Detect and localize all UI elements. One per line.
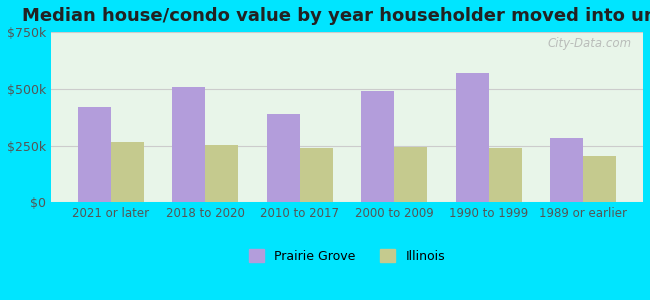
Bar [111, 142, 144, 202]
Bar [583, 156, 616, 202]
Bar [456, 73, 489, 202]
Bar [395, 147, 427, 202]
Bar [300, 148, 333, 202]
Bar [489, 148, 522, 202]
Text: City-Data.com: City-Data.com [547, 37, 631, 50]
Title: Median house/condo value by year householder moved into unit: Median house/condo value by year househo… [22, 7, 650, 25]
Bar [550, 138, 583, 202]
Bar [266, 114, 300, 202]
Bar [78, 107, 111, 202]
Legend: Prairie Grove, Illinois: Prairie Grove, Illinois [244, 244, 450, 268]
Bar [172, 86, 205, 202]
Bar [205, 145, 239, 202]
Bar [361, 91, 395, 202]
